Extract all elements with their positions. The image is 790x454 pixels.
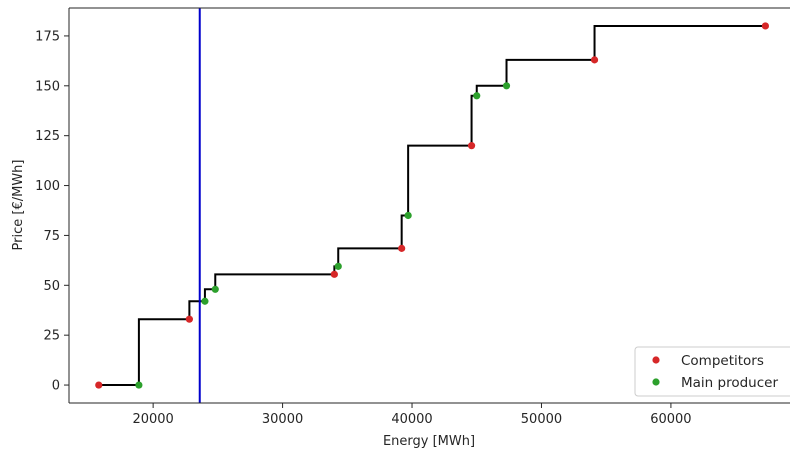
competitor-point (95, 381, 103, 389)
x-axis-title: Energy [MWh] (383, 434, 475, 449)
y-tick-label: 75 (43, 229, 60, 244)
competitor-point (185, 315, 193, 323)
competitor-point (398, 244, 406, 252)
y-tick-label: 175 (35, 29, 60, 44)
legend-competitors-label: Competitors (681, 353, 764, 369)
y-tick-label: 50 (43, 279, 60, 294)
main-producer-point (135, 381, 143, 389)
y-tick-label: 0 (52, 379, 60, 394)
x-tick-label: 40000 (391, 412, 432, 427)
y-axis-title: Price [€/MWh] (11, 160, 26, 251)
legend: Competitors Main producer (634, 346, 790, 397)
supply-step-curve (98, 24, 766, 387)
competitor-point (761, 22, 770, 30)
x-tick-label: 20000 (132, 412, 173, 427)
y-tick-label: 100 (35, 179, 60, 194)
competitor-point (330, 270, 338, 278)
plot-marks (95, 8, 770, 403)
main-producer-point (502, 82, 511, 90)
axes: 20000 30000 40000 50000 60000 0 25 50 75 100 125 15… (35, 7, 790, 427)
main-producer-point (334, 262, 342, 270)
main-producer-point (211, 285, 219, 293)
legend-competitors-marker (652, 356, 660, 364)
main-producer-point (473, 92, 481, 100)
legend-main-producer-marker (652, 378, 660, 386)
y-tick-label: 25 (43, 329, 60, 344)
y-tick-label: 150 (35, 79, 60, 94)
x-tick-label: 50000 (521, 412, 562, 427)
x-tick-label: 30000 (262, 412, 303, 427)
legend-box (634, 346, 790, 397)
main-producer-point (201, 297, 209, 305)
competitor-point (590, 56, 599, 64)
x-tick-label: 60000 (650, 412, 691, 427)
y-tick-label: 125 (35, 129, 60, 144)
main-producer-point (404, 211, 412, 220)
competitor-point (467, 142, 476, 150)
legend-main-producer-label: Main producer (681, 375, 778, 391)
